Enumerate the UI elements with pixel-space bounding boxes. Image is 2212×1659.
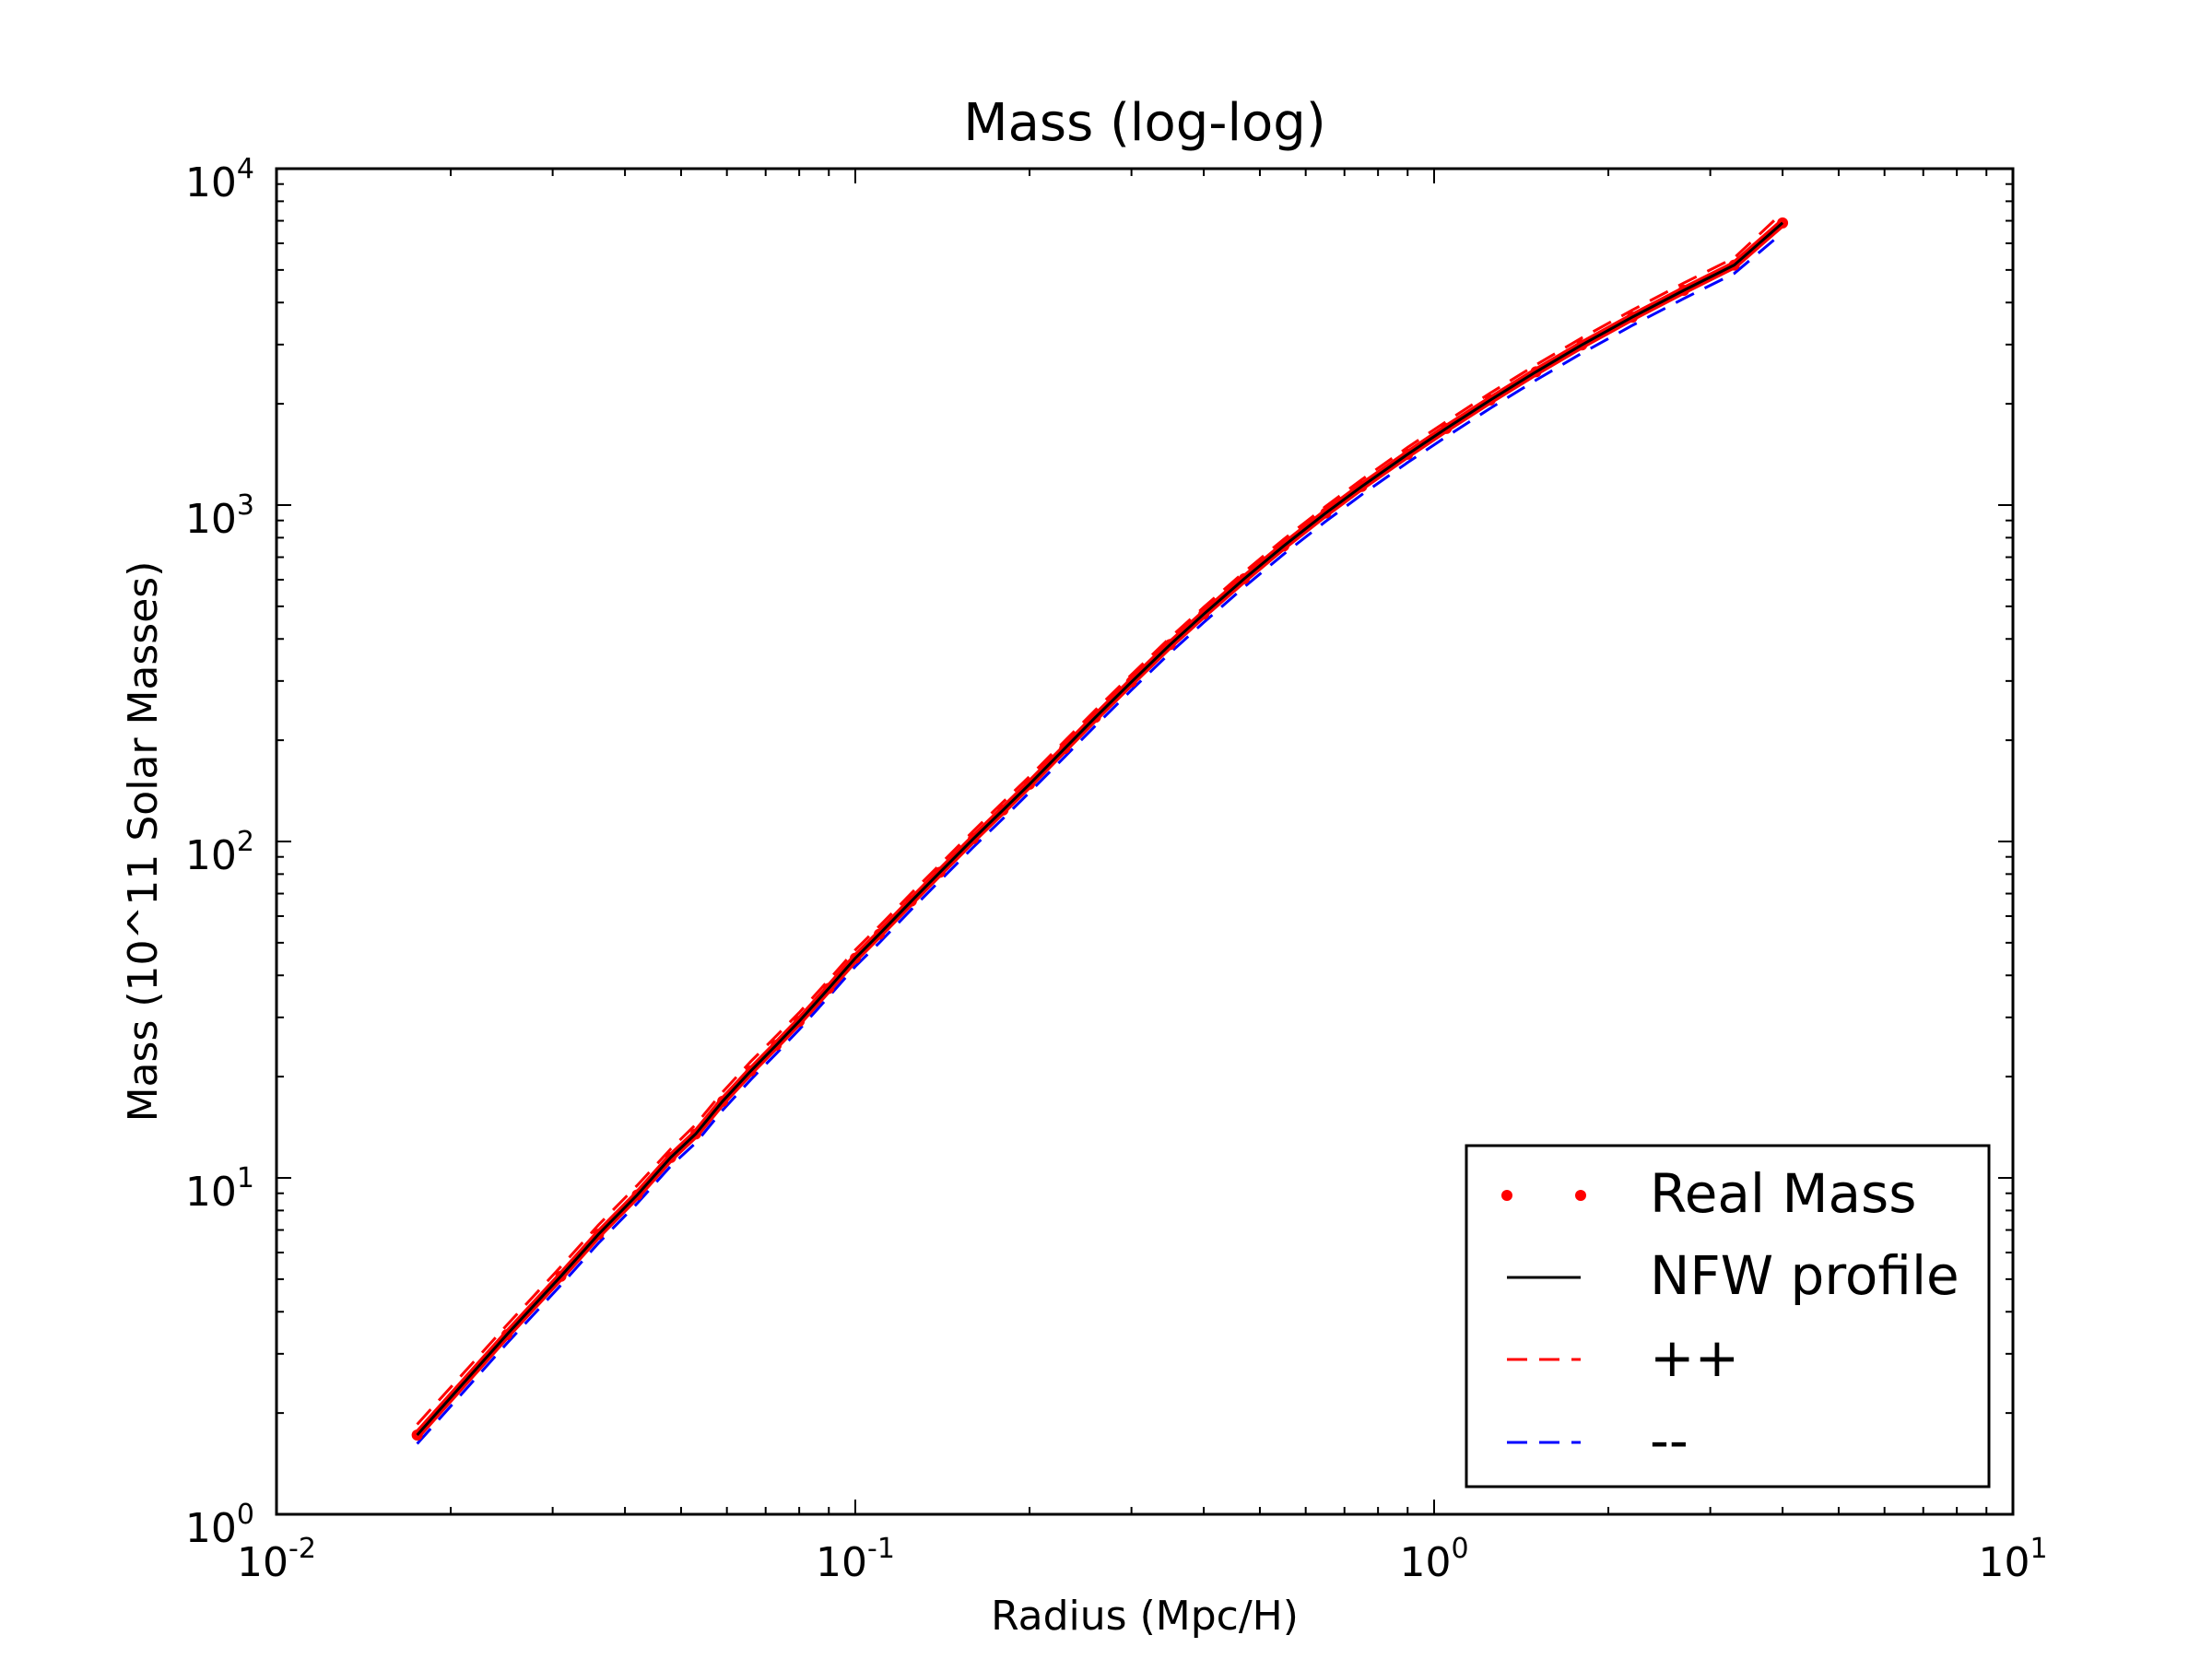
axis-tick-labels: 10-2 10-1 100 101 100 101 102 103 104 bbox=[185, 153, 2048, 1586]
x-tick-label: 10-1 bbox=[816, 1533, 895, 1586]
y-tick-label: 103 bbox=[185, 489, 254, 543]
series-line-nfw-profile bbox=[416, 221, 1784, 1436]
chart-title: Mass (log-log) bbox=[963, 93, 1325, 153]
legend-marker-real-mass bbox=[1501, 1190, 1512, 1201]
legend: Real Mass NFW profile ++ -- bbox=[1465, 1144, 1991, 1488]
legend-label-plus-plus: ++ bbox=[1650, 1326, 1739, 1389]
y-axis-label: Mass (10^11 Solar Masses) bbox=[120, 561, 167, 1123]
y-tick-label: 101 bbox=[185, 1162, 254, 1216]
legend-box bbox=[1465, 1144, 1991, 1488]
series-line-plus-plus bbox=[416, 211, 1784, 1426]
legend-label-nfw-profile: NFW profile bbox=[1650, 1244, 1959, 1307]
series-line-minus-minus bbox=[416, 231, 1784, 1445]
legend-marker-real-mass bbox=[1575, 1190, 1586, 1201]
x-tick-label: 100 bbox=[1399, 1533, 1468, 1586]
plot-area bbox=[411, 211, 1789, 1445]
x-tick-label: 101 bbox=[1978, 1533, 2047, 1586]
x-axis-label: Radius (Mpc/H) bbox=[991, 1593, 1299, 1640]
x-tick-label: 10-2 bbox=[237, 1533, 316, 1586]
legend-label-minus-minus: -- bbox=[1650, 1409, 1688, 1472]
plot-frame bbox=[275, 167, 2015, 1516]
legend-label-real-mass: Real Mass bbox=[1650, 1162, 1917, 1225]
y-tick-label: 104 bbox=[185, 153, 254, 206]
y-tick-label: 100 bbox=[185, 1499, 254, 1552]
y-tick-label: 102 bbox=[185, 826, 254, 879]
